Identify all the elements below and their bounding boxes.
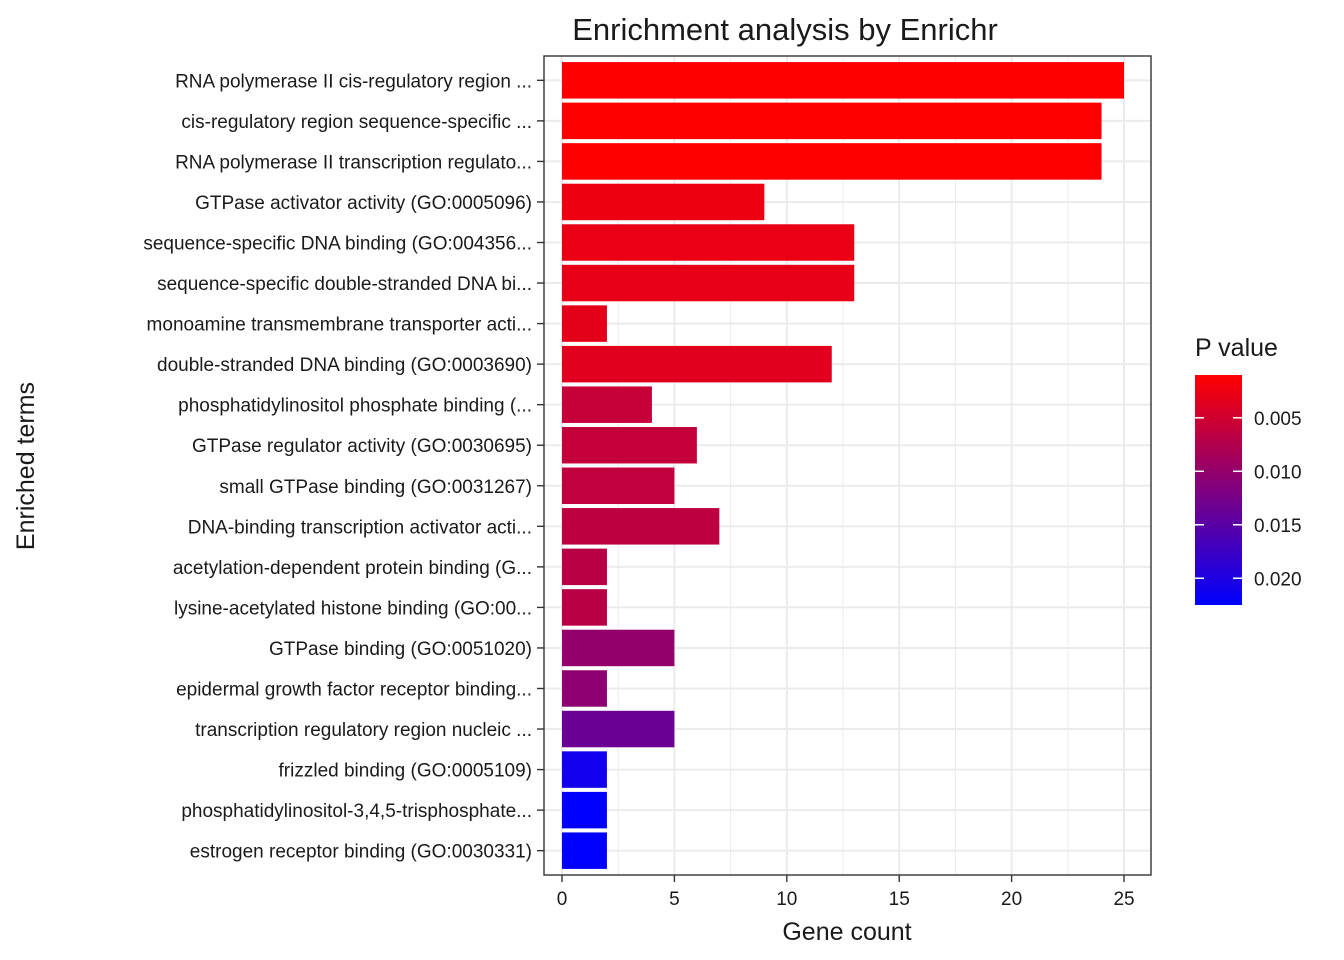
bar [561, 832, 607, 869]
legend-colorbar [1195, 375, 1242, 605]
bar [561, 710, 675, 748]
bar [561, 224, 855, 261]
y-tick-label: sequence-specific double-stranded DNA bi… [157, 274, 532, 295]
x-tick-label: 15 [889, 889, 910, 910]
plot-border [543, 55, 1152, 876]
bar [561, 426, 697, 464]
y-tick-label: phosphatidylinositol phosphate binding (… [178, 396, 532, 417]
legend-tick-label: 0.010 [1254, 462, 1302, 483]
legend-tick-label: 0.005 [1254, 409, 1302, 430]
bars [561, 62, 1125, 869]
y-tick-label: GTPase activator activity (GO:0005096) [195, 193, 532, 214]
x-tick-label: 20 [1001, 889, 1022, 910]
y-tick-label: monoamine transmembrane transporter acti… [147, 315, 532, 336]
x-tick-label: 10 [776, 889, 797, 910]
y-tick-label: transcription regulatory region nucleic … [195, 720, 532, 741]
y-tick-label: acetylation-dependent protein binding (G… [173, 558, 532, 579]
y-tick-label: cis-regulatory region sequence-specific … [181, 112, 532, 133]
legend-title: P value [1195, 334, 1278, 362]
bar [561, 589, 607, 626]
y-tick-label: small GTPase binding (GO:0031267) [219, 477, 532, 498]
bar [561, 386, 652, 423]
bar [561, 670, 607, 707]
bar [561, 548, 607, 586]
bar [561, 467, 675, 505]
bar [561, 629, 675, 667]
x-tick-label: 5 [669, 889, 680, 910]
bar [561, 62, 1125, 99]
legend: P value 0.005 0.010 0.015 0.020 [1195, 334, 1302, 605]
y-tick-label: phosphatidylinositol-3,4,5-trisphosphate… [181, 801, 532, 822]
y-tick-label: double-stranded DNA binding (GO:0003690) [157, 355, 532, 376]
bar [561, 102, 1102, 140]
plot-panel [543, 55, 1152, 876]
chart-title: Enrichment analysis by Enrichr [572, 12, 998, 47]
bar [561, 791, 607, 829]
y-tick-label: frizzled binding (GO:0005109) [279, 761, 532, 782]
y-tick-label: estrogen receptor binding (GO:0030331) [190, 842, 532, 863]
y-tick-label: lysine-acetylated histone binding (GO:00… [174, 598, 532, 619]
x-axis-title: Gene count [782, 918, 911, 946]
x-axis: 0 5 10 15 20 25 [557, 875, 1135, 910]
y-tick-label: RNA polymerase II cis-regulatory region … [175, 71, 532, 92]
bar [561, 264, 855, 302]
y-axis-title: Enriched terms [12, 382, 40, 550]
y-tick-label: GTPase regulator activity (GO:0030695) [192, 436, 532, 457]
y-tick-label: RNA polymerase II transcription regulato… [175, 152, 532, 173]
y-tick-label: sequence-specific DNA binding (GO:004356… [143, 234, 532, 255]
y-tick-label: DNA-binding transcription activator acti… [188, 517, 532, 538]
x-tick-label: 0 [557, 889, 568, 910]
y-axis: RNA polymerase II cis-regulatory region … [143, 71, 544, 863]
legend-tick-label: 0.020 [1254, 569, 1302, 590]
y-tick-label: epidermal growth factor receptor binding… [176, 679, 532, 700]
bar [561, 183, 765, 221]
y-tick-label: GTPase binding (GO:0051020) [269, 639, 532, 660]
bar [561, 143, 1102, 180]
x-tick-label: 25 [1113, 889, 1134, 910]
bar [561, 751, 607, 788]
bar [561, 508, 720, 545]
bar [561, 345, 832, 383]
legend-ticks: 0.005 0.010 0.015 0.020 [1195, 409, 1302, 590]
bar [561, 305, 607, 342]
legend-tick-label: 0.015 [1254, 516, 1302, 537]
